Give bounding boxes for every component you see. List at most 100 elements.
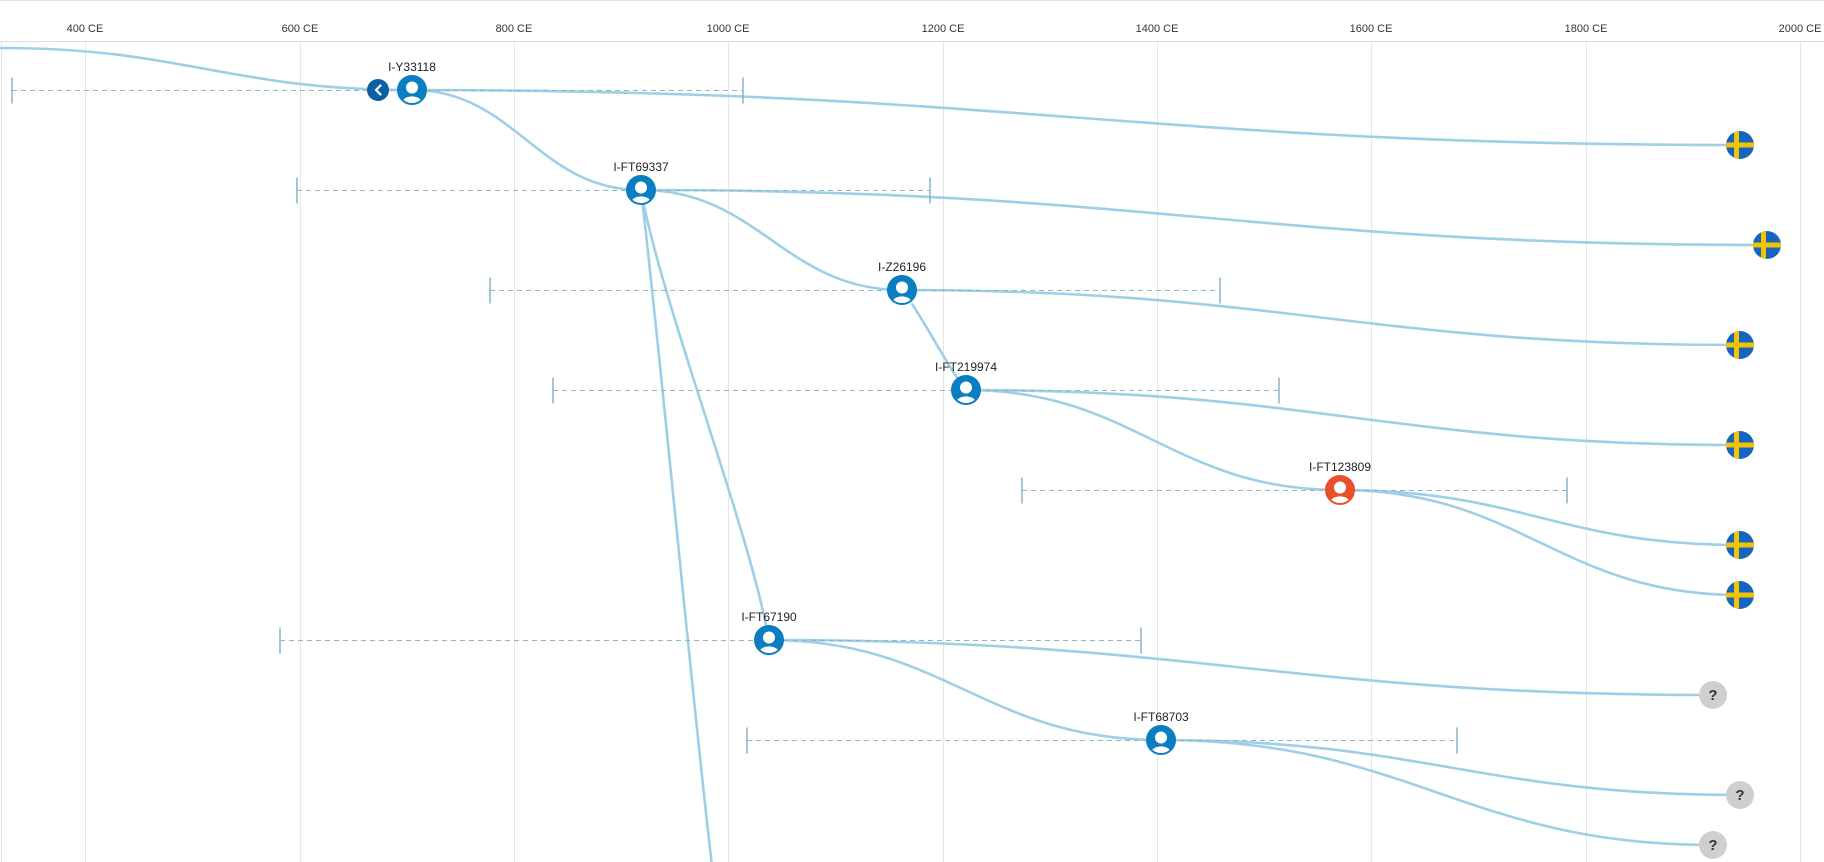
- person-icon-head: [960, 381, 972, 394]
- branch-line: [411, 88, 1741, 147]
- node-ring: [887, 275, 917, 305]
- sweden-flag-icon[interactable]: [1726, 131, 1754, 159]
- haplogroup-node[interactable]: I-Z26196: [878, 260, 926, 305]
- node-label[interactable]: I-Z26196: [878, 260, 926, 274]
- unknown-leaf[interactable]: ?: [1699, 831, 1727, 859]
- haplogroup-node[interactable]: I-FT67190: [741, 610, 797, 655]
- person-icon-body: [1150, 746, 1172, 754]
- axis-tick-label: 2000 CE: [1779, 23, 1822, 35]
- sweden-flag-icon[interactable]: [1726, 331, 1754, 359]
- leaf-markers: ???: [1699, 131, 1781, 859]
- date-range-bar: [552, 377, 1280, 404]
- person-icon-head: [635, 181, 647, 194]
- person-icon-head: [1155, 731, 1167, 744]
- haplogroup-node[interactable]: I-FT69337: [613, 160, 669, 205]
- person-icon: [401, 81, 423, 104]
- question-mark-icon[interactable]: ?: [1735, 787, 1744, 804]
- date-range-bar: [296, 177, 931, 204]
- person-icon-body: [1329, 496, 1351, 504]
- date-range-bar: [11, 77, 744, 104]
- country-leaf[interactable]: [1726, 331, 1754, 359]
- person-icon-body: [955, 396, 977, 404]
- node-ring: [1325, 475, 1355, 505]
- question-mark-icon[interactable]: ?: [1708, 687, 1717, 704]
- unknown-leaf[interactable]: ?: [1699, 681, 1727, 709]
- haplogroup-nodes: I-Y33118 I-FT69337 I-Z26196 I-FT219974 I-FT1…: [388, 60, 1371, 755]
- axis-tick-label: 1800 CE: [1565, 23, 1608, 35]
- date-range-bar: [746, 727, 1458, 754]
- date-ranges: [11, 77, 1568, 754]
- node-label[interactable]: I-FT67190: [741, 610, 797, 624]
- person-icon: [955, 381, 977, 404]
- branch-line: [965, 388, 1741, 447]
- person-icon: [1150, 731, 1172, 754]
- person-icon-head: [1334, 481, 1346, 494]
- flag-cross-horizontal: [1726, 592, 1754, 598]
- axis-tick-label: 1000 CE: [707, 23, 750, 35]
- axis-tick-label: 1600 CE: [1350, 23, 1393, 35]
- node-ring: [951, 375, 981, 405]
- person-icon-body: [891, 296, 913, 304]
- sweden-flag-icon[interactable]: [1726, 431, 1754, 459]
- branch-line: [1339, 488, 1741, 597]
- node-label[interactable]: I-Y33118: [388, 60, 436, 74]
- flag-cross-horizontal: [1726, 542, 1754, 548]
- axis-tick-label: 800 CE: [496, 23, 533, 35]
- person-icon: [630, 181, 652, 204]
- haplogroup-node[interactable]: I-FT123809: [1309, 460, 1371, 505]
- flag-cross-horizontal: [1726, 442, 1754, 448]
- date-range-bar: [1021, 477, 1568, 504]
- node-label[interactable]: I-FT123809: [1309, 460, 1371, 474]
- node-label[interactable]: I-FT219974: [935, 360, 997, 374]
- unknown-leaf[interactable]: ?: [1726, 781, 1754, 809]
- haplogroup-node[interactable]: I-FT68703: [1133, 710, 1189, 755]
- sweden-flag-icon[interactable]: [1726, 531, 1754, 559]
- date-range-bar: [489, 277, 1221, 304]
- branch-line: [768, 638, 1714, 697]
- sweden-flag-icon[interactable]: [1753, 231, 1781, 259]
- branch-line: [0, 46, 413, 92]
- axis-tick-label: 600 CE: [282, 23, 319, 35]
- date-range-bar: [279, 627, 1142, 654]
- unknown-circle[interactable]: [1699, 831, 1727, 859]
- person-icon-body: [630, 196, 652, 204]
- branch-line: [900, 289, 968, 391]
- branch-line: [411, 88, 642, 192]
- unknown-circle[interactable]: [1699, 681, 1727, 709]
- node-ring: [626, 175, 656, 205]
- branch-line: [639, 189, 771, 641]
- country-leaf[interactable]: [1726, 581, 1754, 609]
- node-ring: [397, 75, 427, 105]
- person-icon: [758, 631, 780, 654]
- flag-cross-horizontal: [1726, 142, 1754, 148]
- branches: [0, 46, 1768, 862]
- haplogroup-node[interactable]: I-Y33118: [388, 60, 436, 105]
- back-button[interactable]: [367, 79, 389, 101]
- person-icon-head: [763, 631, 775, 644]
- chevron-left-icon[interactable]: [374, 84, 382, 96]
- node-label[interactable]: I-FT68703: [1133, 710, 1189, 724]
- person-icon: [1329, 481, 1351, 504]
- country-leaf[interactable]: [1726, 431, 1754, 459]
- country-leaf[interactable]: [1753, 231, 1781, 259]
- haplogroup-node[interactable]: I-FT219974: [935, 360, 997, 405]
- axis-tick-label: 400 CE: [67, 23, 104, 35]
- branch-line: [1339, 488, 1741, 547]
- flag-cross-horizontal: [1726, 342, 1754, 348]
- branch-line: [640, 188, 1768, 247]
- unknown-circle[interactable]: [1726, 781, 1754, 809]
- country-leaf[interactable]: [1726, 131, 1754, 159]
- branch-line: [768, 638, 1162, 742]
- question-mark-icon[interactable]: ?: [1708, 837, 1717, 854]
- node-ring: [1146, 725, 1176, 755]
- node-label[interactable]: I-FT69337: [613, 160, 669, 174]
- branch-line: [639, 189, 713, 862]
- back-button-circle[interactable]: [367, 79, 389, 101]
- axis-tick-label: 1200 CE: [922, 23, 965, 35]
- sweden-flag-icon[interactable]: [1726, 581, 1754, 609]
- person-icon-head: [896, 281, 908, 294]
- country-leaf[interactable]: [1726, 531, 1754, 559]
